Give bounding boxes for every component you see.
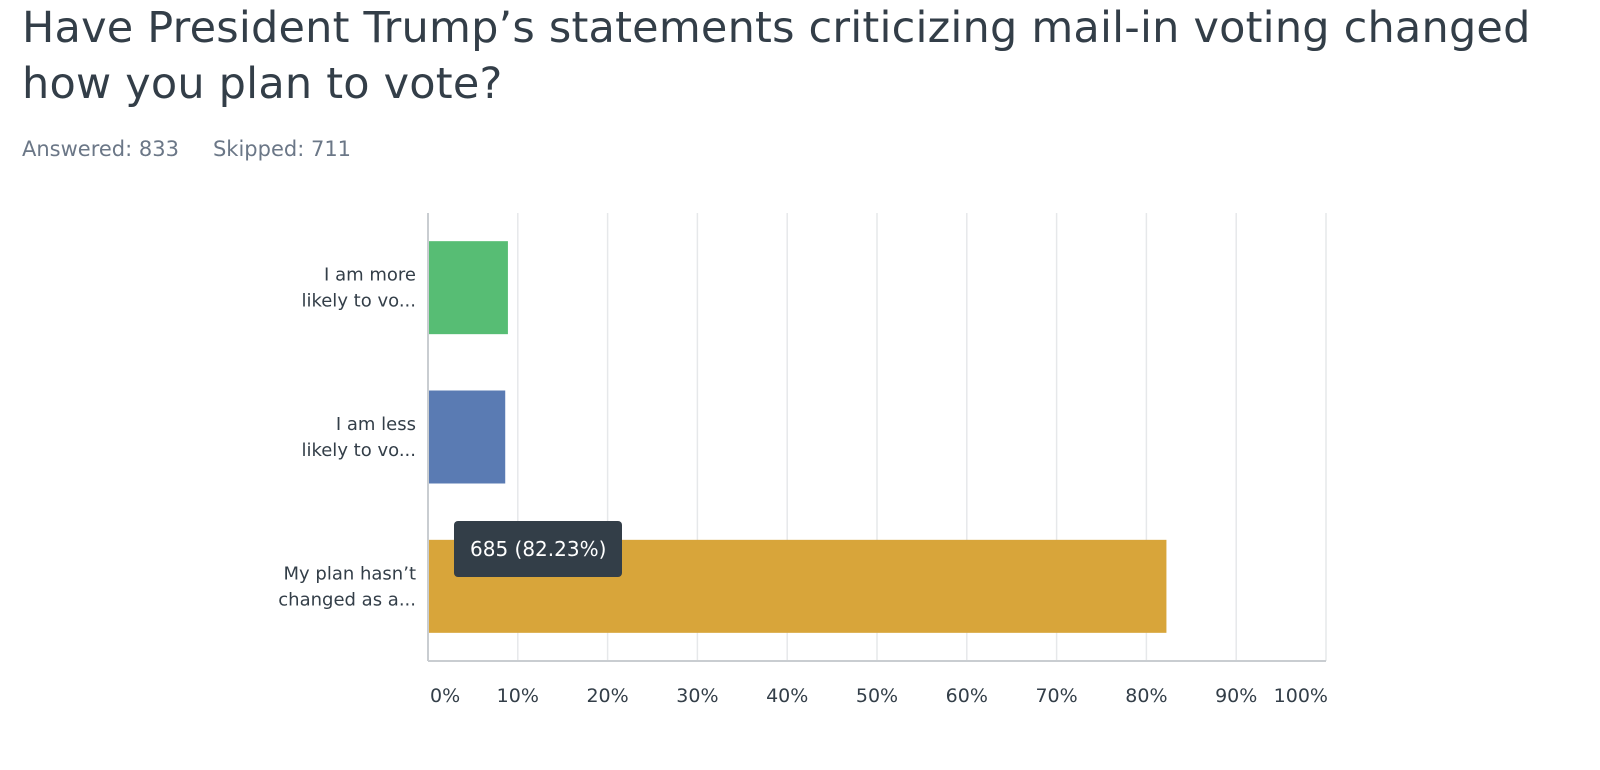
category-label-line: likely to vo... xyxy=(301,440,416,461)
category-label-line: likely to vo... xyxy=(301,291,416,312)
tick-label-20: 20% xyxy=(586,685,628,707)
tick-label-80: 80% xyxy=(1125,685,1167,707)
category-label-line: I am more xyxy=(324,265,416,286)
response-stats: Answered: 833 Skipped: 711 xyxy=(22,137,351,161)
bar-2[interactable] xyxy=(428,390,506,484)
tick-label-50: 50% xyxy=(856,685,898,707)
tick-label-60: 60% xyxy=(946,685,988,707)
tick-label-10: 10% xyxy=(497,685,539,707)
tick-label-90: 90% xyxy=(1215,685,1257,707)
question-title: Have President Trump’s statements critic… xyxy=(22,3,1531,109)
tick-label-70: 70% xyxy=(1035,685,1077,707)
tick-label-100: 100% xyxy=(1274,685,1328,707)
tick-labels: 0% 10% 20% 30% 40% 50% 60% 70% 80% 90% 100% xyxy=(430,685,1328,707)
bar-1[interactable] xyxy=(428,241,508,335)
tick-label-0: 0% xyxy=(430,685,460,707)
category-label-line: My plan hasn’t xyxy=(284,563,417,584)
tick-label-40: 40% xyxy=(766,685,808,707)
category-label-2: I am less likely to vo... xyxy=(301,414,416,461)
category-label-line: I am less xyxy=(336,414,416,435)
category-label-3: My plan hasn’t changed as a... xyxy=(278,563,416,610)
category-label-1: I am more likely to vo... xyxy=(301,265,416,312)
category-labels: I am more likely to vo... I am less likely … xyxy=(278,265,416,611)
bar-tooltip: 685 (82.23%) xyxy=(454,521,623,577)
skipped-count: Skipped: 711 xyxy=(212,137,352,161)
axes xyxy=(427,213,1326,662)
answered-count: Answered: 833 xyxy=(22,137,179,161)
tick-label-30: 30% xyxy=(676,685,718,707)
category-label-line: changed as a... xyxy=(278,589,416,610)
